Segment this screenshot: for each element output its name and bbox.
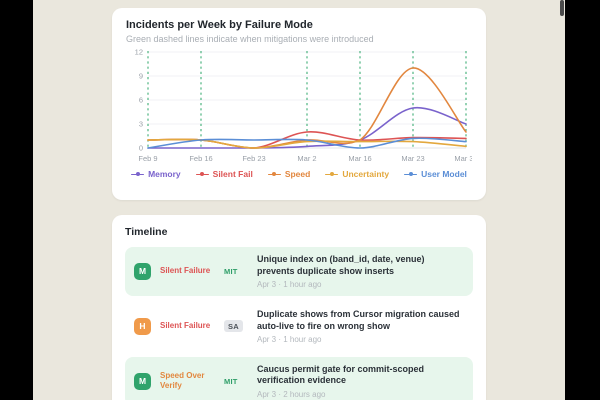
chart-canvas: 0 3 6 9 12 Feb 9 Feb 16 Feb 23 Mar 2 Mar 16 Mar 23… [135,48,472,163]
mitigation-tag: MIT [224,266,238,276]
timeline-item[interactable]: M Speed Over Verify MIT Caucus permit ga… [125,356,473,400]
legend-item-silent-fail[interactable]: Silent Fail [195,169,253,179]
legend-label: User Model [421,169,467,179]
timeline-title: Timeline [125,226,168,238]
mitigation-tag: MIT [224,376,238,386]
timeline-item-meta: Apr 3 · 1 hour ago [257,334,322,344]
failure-mode-label: Silent Failure [160,321,211,331]
timeline-item-body: Caucus permit gate for commit-scoped ver… [257,364,464,399]
memory-line-icon [131,172,145,177]
svg-text:12: 12 [135,48,143,57]
legend-label: Memory [148,169,181,179]
severity-badge: M [134,372,151,390]
chart-subtitle: Green dashed lines indicate when mitigat… [126,34,374,44]
timeline-item-meta: Apr 3 · 1 hour ago [257,279,322,289]
svg-text:Mar 30: Mar 30 [454,154,472,163]
chart-area: 0 3 6 9 12 Feb 9 Feb 16 Feb 23 Mar 2 Mar 16 Mar 23… [126,48,472,168]
svg-text:Mar 2: Mar 2 [297,154,316,163]
timeline-item-title: Caucus permit gate for commit-scoped ver… [257,363,425,386]
legend-label: Silent Fail [212,169,253,179]
svg-text:Feb 9: Feb 9 [138,154,157,163]
failure-mode-label: Silent Failure [160,266,211,276]
chart-legend: Memory Silent Fail Speed Uncertainty Use… [126,169,472,179]
letterbox-right [565,0,600,400]
letterbox-left [0,0,33,400]
svg-text:6: 6 [139,96,143,105]
legend-item-memory[interactable]: Memory [131,169,181,179]
svg-text:Feb 23: Feb 23 [242,154,265,163]
legend-label: Speed [284,169,311,179]
timeline-item-body: Duplicate shows from Cursor migration ca… [257,309,464,344]
mitigation-tag: SA [224,320,250,333]
timeline-card: Timeline M Silent Failure MIT Unique ind… [112,215,486,400]
timeline-item-title: Duplicate shows from Cursor migration ca… [257,308,460,331]
silent-fail-line-icon [195,172,209,177]
speed-line-icon [267,172,281,177]
app-background: Incidents per Week by Failure Mode Green… [33,0,565,400]
svg-text:Mar 16: Mar 16 [348,154,371,163]
incidents-chart-card: Incidents per Week by Failure Mode Green… [112,8,486,200]
chart-title: Incidents per Week by Failure Mode [126,19,313,31]
scrollbar-thumb[interactable] [560,0,564,16]
svg-text:0: 0 [139,144,143,153]
severity-badge: M [134,262,151,280]
legend-item-uncertainty[interactable]: Uncertainty [325,169,389,179]
svg-text:Mar 23: Mar 23 [401,154,424,163]
timeline-item[interactable]: H Silent Failure SA Duplicate shows from… [125,301,473,351]
timeline-item[interactable]: M Silent Failure MIT Unique index on (ba… [125,247,473,296]
svg-text:Feb 16: Feb 16 [189,154,212,163]
svg-text:3: 3 [139,120,143,129]
uncertainty-line-icon [325,172,339,177]
legend-item-speed[interactable]: Speed [267,169,311,179]
timeline-item-body: Unique index on (band_id, date, venue) p… [257,254,464,289]
legend-label: Uncertainty [342,169,390,179]
legend-item-user-model[interactable]: User Model [404,169,467,179]
user-model-line-icon [404,172,418,177]
timeline-item-meta: Apr 3 · 2 hours ago [257,389,326,399]
svg-text:9: 9 [139,72,143,81]
timeline-item-title: Unique index on (band_id, date, venue) p… [257,254,425,276]
severity-badge: H [134,317,151,335]
failure-mode-label: Speed Over Verify [160,371,205,391]
